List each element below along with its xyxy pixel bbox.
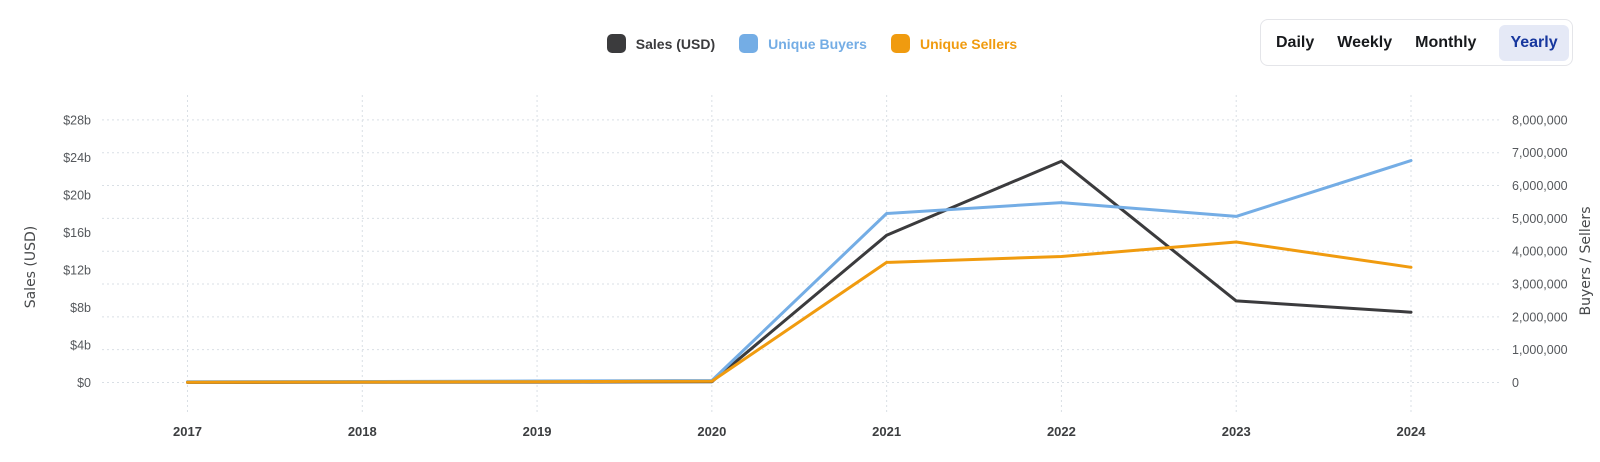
legend-item-sellers[interactable]: Unique Sellers <box>890 34 1018 53</box>
buyers-swatch-icon <box>739 34 759 53</box>
x-axis-tick: 2017 <box>173 424 202 439</box>
range-button-yearly[interactable]: Yearly <box>1499 24 1569 61</box>
left-axis-tick: $20b <box>63 188 91 202</box>
right-axis-tick: 6,000,000 <box>1512 179 1568 193</box>
x-axis-tick: 2018 <box>348 424 377 439</box>
series-line-unique-buyers <box>186 159 1413 384</box>
x-axis-tick: 2020 <box>697 424 726 439</box>
x-axis-tick: 2019 <box>523 424 552 439</box>
range-toggle-group: Daily Weekly Monthly Yearly <box>1260 19 1573 66</box>
series-line-unique-sellers <box>186 240 1413 384</box>
left-axis-tick: $4b <box>70 338 91 352</box>
range-button-daily[interactable]: Daily <box>1276 25 1314 61</box>
left-axis-tick: $24b <box>63 151 91 165</box>
left-axis-tick: $0 <box>77 376 91 390</box>
range-button-weekly[interactable]: Weekly <box>1337 25 1392 61</box>
right-axis-tick: 1,000,000 <box>1512 343 1568 357</box>
left-axis-tick: $28b <box>63 113 91 127</box>
left-axis-tick: $8b <box>70 301 91 315</box>
left-axis-tick: $16b <box>63 226 91 240</box>
legend-label-sellers: Unique Sellers <box>919 35 1018 52</box>
x-axis-tick: 2021 <box>872 424 901 439</box>
legend-item-sales[interactable]: Sales (USD) <box>606 34 716 53</box>
chart-legend: Sales (USD) Unique Buyers Unique Sellers <box>12 34 1600 53</box>
right-axis-title: Buyers / Sellers <box>1578 206 1594 316</box>
sales-swatch-icon <box>606 34 626 53</box>
right-axis-tick: 0 <box>1512 376 1519 390</box>
range-button-monthly[interactable]: Monthly <box>1415 25 1476 61</box>
legend-label-buyers: Unique Buyers <box>768 35 867 52</box>
right-axis-tick: 4,000,000 <box>1512 245 1568 259</box>
x-axis-tick: 2023 <box>1222 424 1251 439</box>
right-axis-tick: 8,000,000 <box>1512 113 1568 127</box>
legend-label-sales: Sales (USD) <box>635 35 716 52</box>
right-axis-tick: 7,000,000 <box>1512 146 1568 160</box>
right-axis-tick: 3,000,000 <box>1512 278 1568 292</box>
x-axis-tick: 2022 <box>1047 424 1076 439</box>
x-axis-tick: 2024 <box>1397 424 1427 439</box>
right-axis-tick: 5,000,000 <box>1512 212 1568 226</box>
left-axis-title: Sales (USD) <box>23 225 39 309</box>
right-axis-tick: 2,000,000 <box>1512 310 1568 324</box>
legend-item-buyers[interactable]: Unique Buyers <box>739 34 867 53</box>
left-axis-tick: $12b <box>63 263 91 277</box>
sellers-swatch-icon <box>890 34 910 53</box>
